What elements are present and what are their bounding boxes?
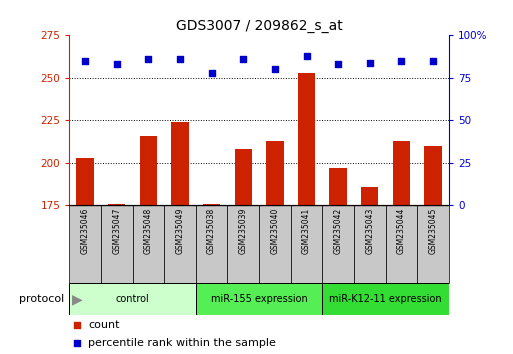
Bar [386, 205, 417, 283]
Text: GSM235041: GSM235041 [302, 208, 311, 254]
Point [366, 60, 374, 65]
Point [73, 322, 81, 328]
Text: ▶: ▶ [72, 292, 83, 306]
Bar [69, 283, 196, 315]
Text: protocol: protocol [19, 294, 64, 304]
Point [271, 67, 279, 72]
Bar [69, 205, 101, 283]
Point [207, 70, 215, 76]
Text: GSM235040: GSM235040 [270, 208, 280, 254]
Point [334, 62, 342, 67]
Text: GSM235048: GSM235048 [144, 208, 153, 254]
Text: GSM235045: GSM235045 [428, 208, 438, 254]
Text: miR-155 expression: miR-155 expression [211, 294, 307, 304]
Bar [203, 204, 220, 205]
Bar [164, 205, 196, 283]
Text: GSM235049: GSM235049 [175, 208, 185, 254]
Bar [140, 136, 157, 205]
Point [113, 62, 121, 67]
Text: count: count [88, 320, 120, 330]
Text: GSM235044: GSM235044 [397, 208, 406, 254]
Text: GSM235042: GSM235042 [333, 208, 343, 254]
Bar [259, 205, 291, 283]
Bar [361, 187, 379, 205]
Point [81, 58, 89, 64]
Bar [108, 204, 125, 205]
Point [73, 340, 81, 346]
Bar [101, 205, 132, 283]
Bar [266, 141, 284, 205]
Bar [171, 122, 189, 205]
Point [144, 56, 152, 62]
Bar [227, 205, 259, 283]
Bar [234, 149, 252, 205]
Point [429, 58, 437, 64]
Title: GDS3007 / 209862_s_at: GDS3007 / 209862_s_at [175, 19, 343, 33]
Bar [298, 73, 315, 205]
Bar [417, 205, 449, 283]
Bar [196, 205, 227, 283]
Point [397, 58, 405, 64]
Bar [291, 205, 322, 283]
Bar [76, 158, 94, 205]
Bar [196, 283, 322, 315]
Text: GSM235038: GSM235038 [207, 208, 216, 254]
Text: GSM235047: GSM235047 [112, 208, 121, 254]
Bar [322, 283, 449, 315]
Bar [354, 205, 386, 283]
Point [176, 56, 184, 62]
Text: GSM235046: GSM235046 [81, 208, 90, 254]
Bar [393, 141, 410, 205]
Text: control: control [115, 294, 149, 304]
Point [239, 56, 247, 62]
Text: GSM235039: GSM235039 [239, 208, 248, 254]
Point [302, 53, 310, 59]
Text: GSM235043: GSM235043 [365, 208, 374, 254]
Text: percentile rank within the sample: percentile rank within the sample [88, 338, 276, 348]
Bar [424, 146, 442, 205]
Text: miR-K12-11 expression: miR-K12-11 expression [329, 294, 442, 304]
Bar [322, 205, 354, 283]
Bar [329, 168, 347, 205]
Bar [132, 205, 164, 283]
